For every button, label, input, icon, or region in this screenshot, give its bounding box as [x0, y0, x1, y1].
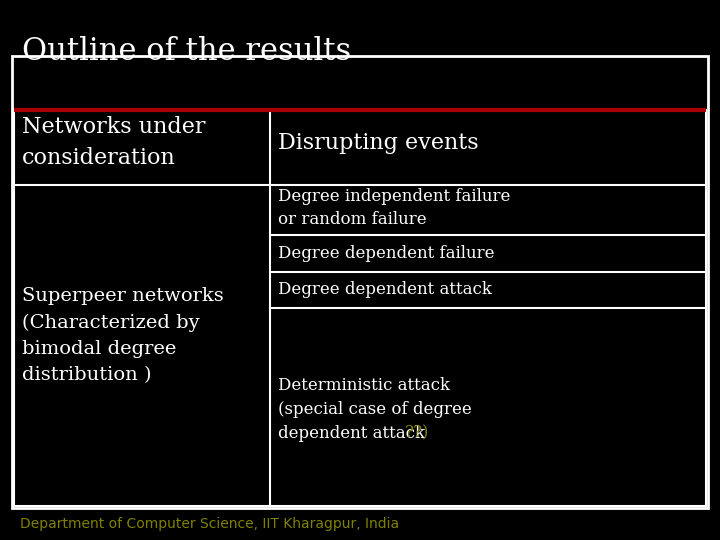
- Text: Department of Computer Science, IIT Kharagpur, India: Department of Computer Science, IIT Khar…: [20, 517, 399, 531]
- Text: Superpeer networks
(Characterized by
bimodal degree
distribution ): Superpeer networks (Characterized by bim…: [22, 287, 224, 384]
- Text: Deterministic attack: Deterministic attack: [278, 376, 450, 394]
- Text: Degree dependent attack: Degree dependent attack: [278, 281, 492, 299]
- Text: Disrupting events: Disrupting events: [278, 132, 479, 153]
- Text: ??): ??): [405, 424, 429, 442]
- Text: (special case of degree: (special case of degree: [278, 401, 472, 417]
- Bar: [12, 56, 708, 508]
- Text: Outline of the results: Outline of the results: [22, 37, 351, 68]
- Text: Networks under
consideration: Networks under consideration: [22, 116, 205, 168]
- Text: Degree independent failure
or random failure: Degree independent failure or random fai…: [278, 188, 510, 227]
- Text: dependent attack: dependent attack: [278, 424, 431, 442]
- Text: Degree dependent failure: Degree dependent failure: [278, 245, 495, 262]
